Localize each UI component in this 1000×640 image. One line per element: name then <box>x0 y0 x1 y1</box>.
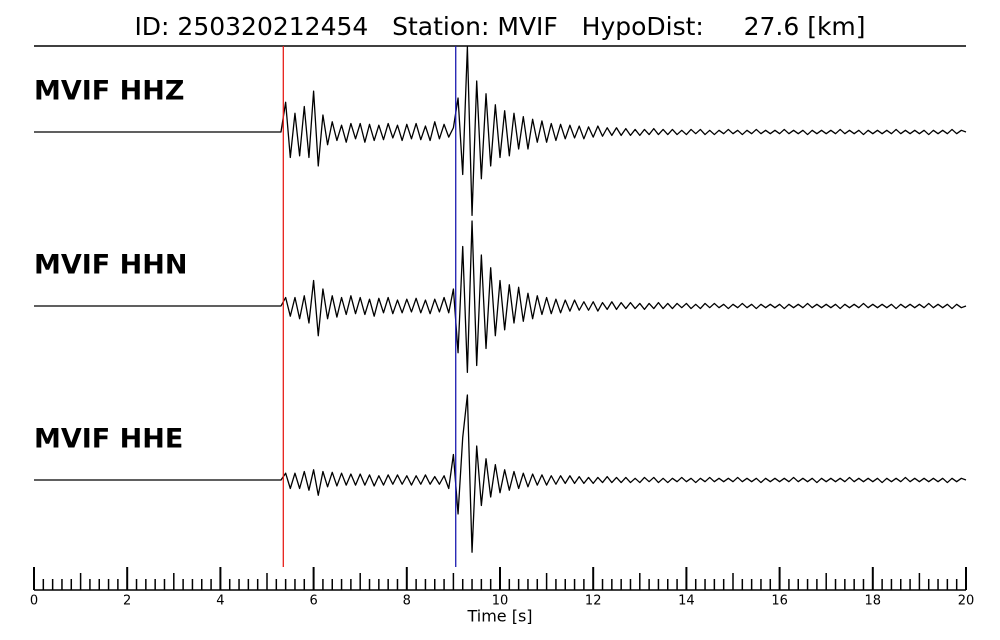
waveform <box>34 220 967 373</box>
x-tick-label: 16 <box>771 594 788 609</box>
x-tick-label: 10 <box>492 594 509 609</box>
trace-label: MVIF HHN <box>34 250 187 281</box>
x-tick-label: 20 <box>958 594 975 609</box>
x-axis-label: Time [s] <box>466 607 532 626</box>
x-tick-label: 0 <box>30 594 38 609</box>
waveform <box>34 46 967 216</box>
x-tick-label: 12 <box>585 594 602 609</box>
waveform <box>34 394 967 553</box>
trace-label: MVIF HHE <box>34 424 183 455</box>
x-tick-label: 14 <box>678 594 695 609</box>
x-tick-label: 4 <box>216 594 224 609</box>
trace-label: MVIF HHZ <box>34 76 184 107</box>
x-tick-label: 18 <box>865 594 882 609</box>
x-tick-label: 6 <box>309 594 317 609</box>
chart-title: ID: 250320212454 Station: MVIF HypoDist:… <box>134 12 865 41</box>
x-tick-label: 8 <box>403 594 411 609</box>
x-tick-label: 2 <box>123 594 131 609</box>
